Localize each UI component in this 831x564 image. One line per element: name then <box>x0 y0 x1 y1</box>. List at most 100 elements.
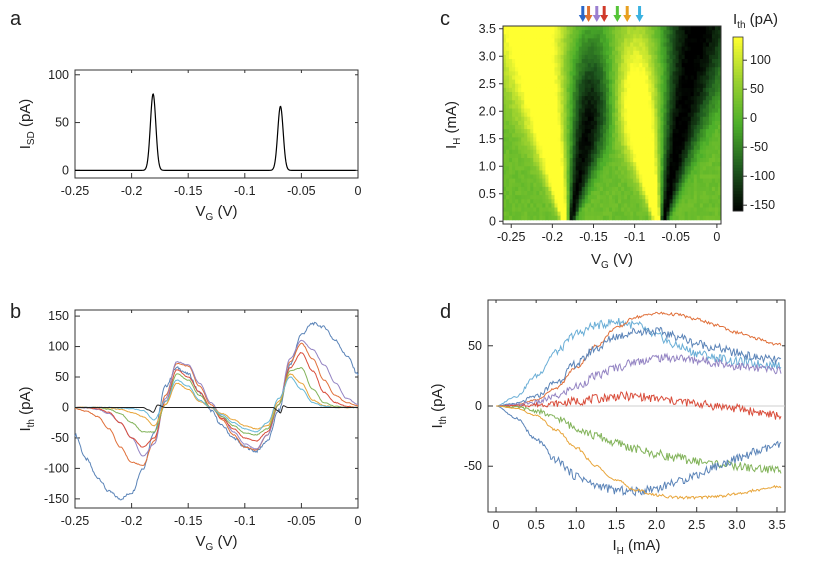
c-heatmap-cell <box>596 108 601 114</box>
c-heatmap-cell <box>612 96 616 101</box>
c-heatmap-cell <box>699 162 704 167</box>
c-heatmap-cell <box>587 59 592 64</box>
c-heatmap-cell <box>524 59 528 64</box>
c-heatmap-cell <box>627 158 631 163</box>
c-heatmap-cell <box>509 182 513 188</box>
c-heatmap-cell <box>705 170 710 175</box>
c-heatmap-cell <box>708 195 713 200</box>
b-series-line-7 <box>74 376 359 433</box>
c-heatmap-cell <box>605 207 610 213</box>
c-heatmap-cell <box>708 71 713 76</box>
c-heatmap-cell <box>687 199 692 204</box>
c-heatmap-cell <box>666 79 670 85</box>
c-heatmap-cell <box>717 145 722 151</box>
c-heatmap-cell <box>536 30 540 35</box>
c-heatmap-cell <box>503 50 507 56</box>
c-heatmap-cell <box>563 207 567 213</box>
c-heatmap-cell <box>636 34 640 39</box>
c-heatmap-cell <box>666 199 670 204</box>
c-heatmap-cell <box>627 112 631 118</box>
c-heatmap-cell <box>524 75 528 81</box>
c-heatmap-cell <box>578 162 583 167</box>
c-heatmap-cell <box>654 92 658 97</box>
c-heatmap-cell <box>506 67 510 72</box>
c-heatmap-cell <box>563 199 567 204</box>
c-heatmap-cell <box>560 174 564 180</box>
c-heatmap-cell <box>596 34 601 39</box>
c-heatmap-cell <box>672 50 676 56</box>
c-heatmap-cell <box>593 211 598 217</box>
c-heatmap-cell <box>503 112 507 118</box>
c-heatmap-cell <box>518 59 522 64</box>
c-heatmap-cell <box>584 75 589 81</box>
c-heatmap-cell <box>593 191 598 196</box>
c-heatmap-cell <box>690 191 695 196</box>
c-heatmap-cell <box>681 211 686 217</box>
c-heatmap-cell <box>572 145 577 151</box>
c-heatmap-cell <box>696 199 701 204</box>
c-heatmap-cell <box>542 141 546 147</box>
c-heatmap-cell <box>630 112 634 118</box>
c-colorbar-cell <box>733 124 743 128</box>
c-heatmap-cell <box>551 75 555 81</box>
c-heatmap-cell <box>602 59 607 64</box>
c-heatmap-cell <box>575 166 580 171</box>
c-heatmap-cell <box>705 162 710 167</box>
c-heatmap-cell <box>714 120 719 126</box>
c-heatmap-cell <box>551 170 555 175</box>
c-heatmap-cell <box>503 30 507 35</box>
c-heatmap-cell <box>645 26 649 31</box>
c-heatmap-cell <box>639 50 643 56</box>
c-heatmap-cell <box>584 178 589 184</box>
c-heatmap-cell <box>657 120 661 126</box>
c-heatmap-cell <box>690 59 695 64</box>
c-heatmap-cell <box>648 186 652 192</box>
c-heatmap-cell <box>618 87 622 93</box>
c-heatmap-cell <box>717 87 722 93</box>
c-heatmap-cell <box>584 170 589 175</box>
c-heatmap-cell <box>663 120 667 126</box>
c-heatmap-cell <box>533 71 537 76</box>
c-heatmap-cell <box>672 203 676 208</box>
c-heatmap-cell <box>608 191 613 196</box>
c-heatmap-cell <box>542 38 546 43</box>
c-heatmap-cell <box>602 100 607 105</box>
c-heatmap-cell <box>639 195 643 200</box>
c-colorbar-cell <box>733 118 743 122</box>
c-heatmap-cell <box>530 63 534 68</box>
c-heatmap-cell <box>581 92 586 97</box>
c-heatmap-cell <box>633 145 637 151</box>
c-heatmap-cell <box>666 182 670 188</box>
c-heatmap-cell <box>545 182 549 188</box>
c-heatmap-cell <box>684 104 689 109</box>
c-heatmap-cell <box>566 87 571 93</box>
c-colorbar-cell <box>733 100 743 105</box>
c-heatmap-cell <box>624 50 628 56</box>
c-heatmap-cell <box>545 54 549 60</box>
c-heatmap-cell <box>627 125 631 130</box>
c-heatmap-cell <box>615 211 619 217</box>
c-heatmap-cell <box>708 42 713 48</box>
c-heatmap-cell <box>687 92 692 97</box>
c-heatmap-cell <box>593 100 598 105</box>
c-heatmap-cell <box>542 30 546 35</box>
c-heatmap-cell <box>536 145 540 151</box>
c-heatmap-cell <box>681 153 686 159</box>
c-heatmap-cell <box>509 141 513 147</box>
c-heatmap-cell <box>690 215 695 221</box>
c-heatmap-cell <box>660 149 664 155</box>
c-heatmap-cell <box>515 67 519 72</box>
c-colorbar-cell <box>733 68 743 73</box>
c-heatmap-cell <box>705 211 710 217</box>
c-heatmap-cell <box>542 112 546 118</box>
c-heatmap-cell <box>530 83 534 89</box>
c-heatmap-cell <box>660 42 664 48</box>
c-heatmap-cell <box>578 145 583 151</box>
c-colorbar-cell <box>733 147 743 151</box>
c-heatmap-cell <box>575 129 580 134</box>
c-heatmap-cell <box>669 30 673 35</box>
c-heatmap-cell <box>527 158 531 163</box>
c-heatmap-cell <box>660 125 664 130</box>
c-heatmap-cell <box>654 75 658 81</box>
c-heatmap-cell <box>587 125 592 130</box>
